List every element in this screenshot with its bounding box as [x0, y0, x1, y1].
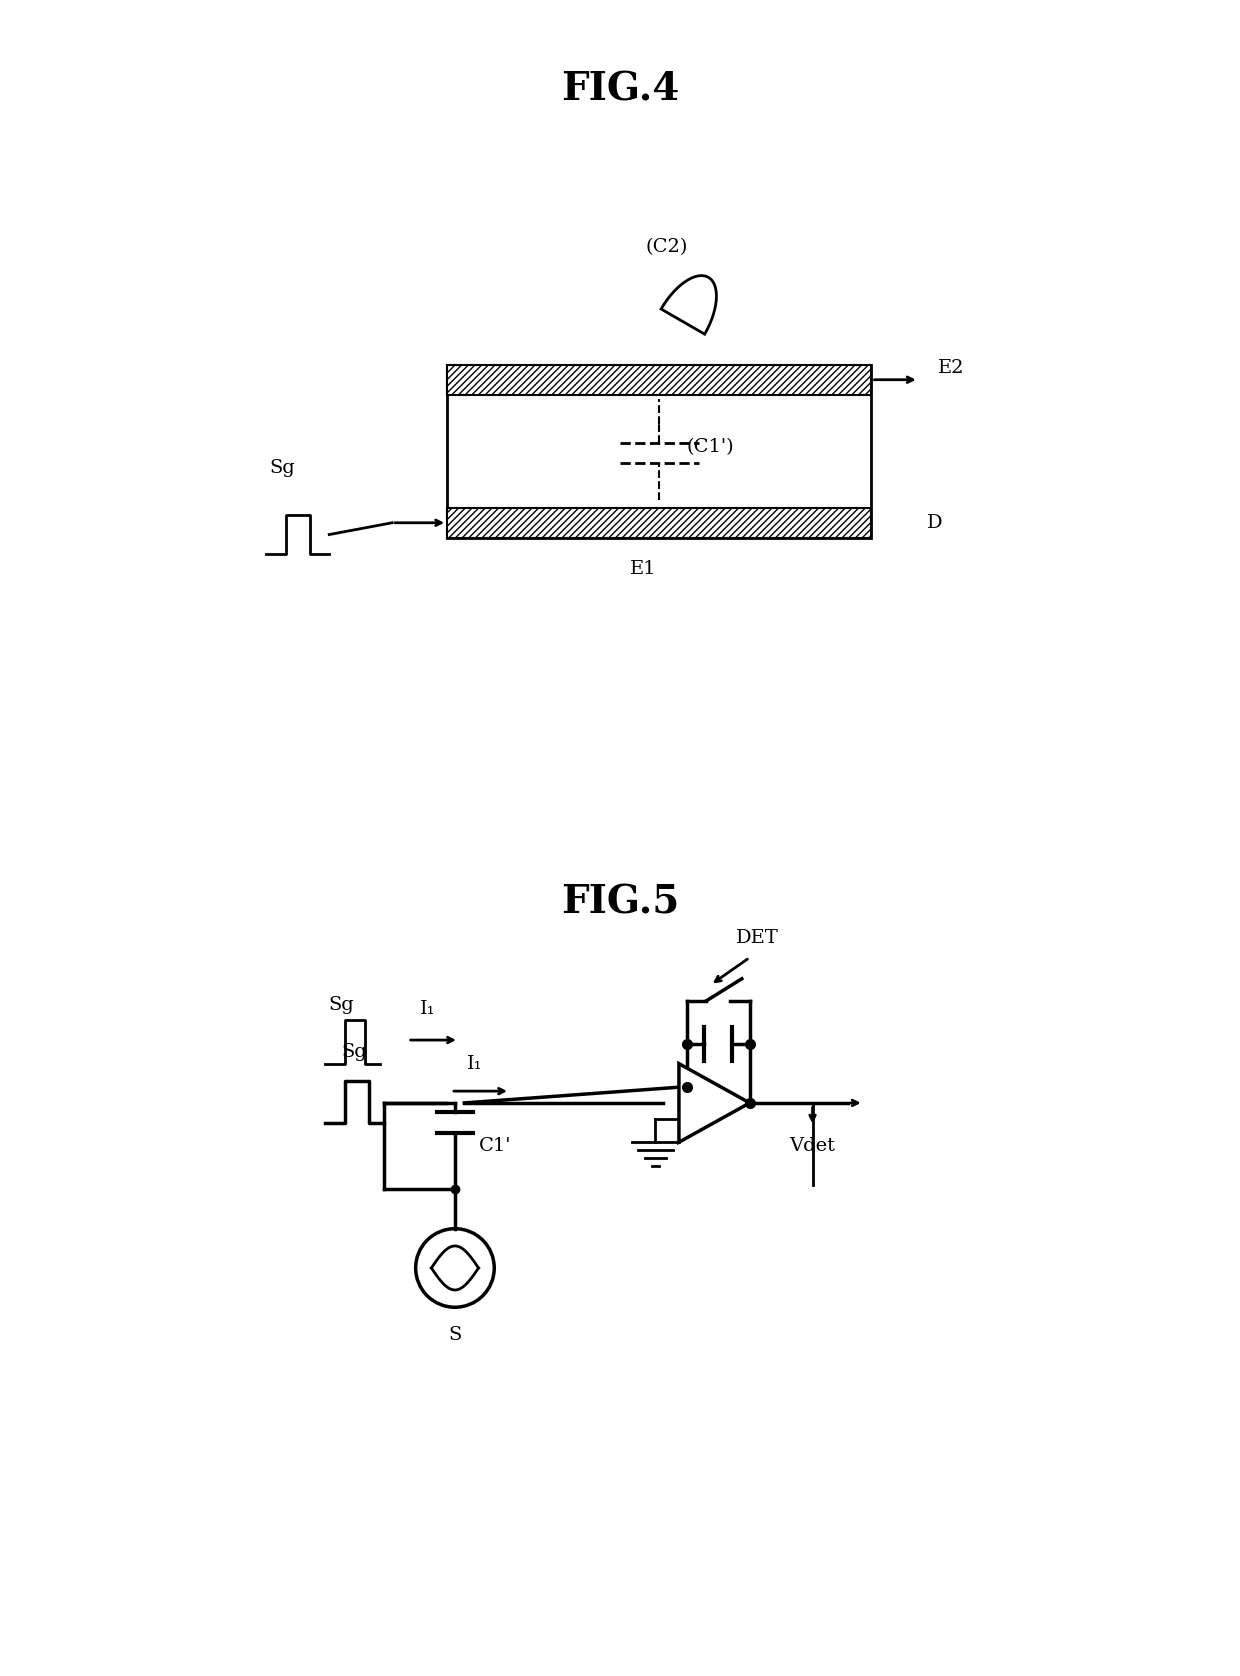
Text: S: S [449, 1326, 461, 1344]
Text: E2: E2 [939, 359, 965, 377]
Text: Sg: Sg [269, 459, 295, 476]
Text: FIG.5: FIG.5 [560, 883, 680, 922]
Bar [448, 365, 872, 394]
Text: I₁: I₁ [419, 999, 435, 1017]
Text: E1: E1 [630, 560, 657, 578]
Bar [448, 365, 872, 538]
Text: Sg: Sg [341, 1042, 367, 1061]
Text: C1': C1' [479, 1136, 511, 1155]
Polygon shape [680, 1064, 750, 1143]
Text: +: + [683, 1111, 698, 1130]
Text: I₁: I₁ [466, 1054, 482, 1073]
Text: FIG.4: FIG.4 [560, 70, 680, 109]
Text: Vdet: Vdet [790, 1136, 836, 1155]
Polygon shape [661, 275, 717, 334]
Text: D: D [926, 515, 942, 531]
Text: −: − [683, 1078, 698, 1096]
Text: DET: DET [737, 929, 779, 947]
Bar [448, 508, 872, 538]
Text: (C2): (C2) [646, 238, 688, 256]
Text: Sg: Sg [329, 996, 353, 1014]
Text: (C1'): (C1') [687, 439, 734, 456]
